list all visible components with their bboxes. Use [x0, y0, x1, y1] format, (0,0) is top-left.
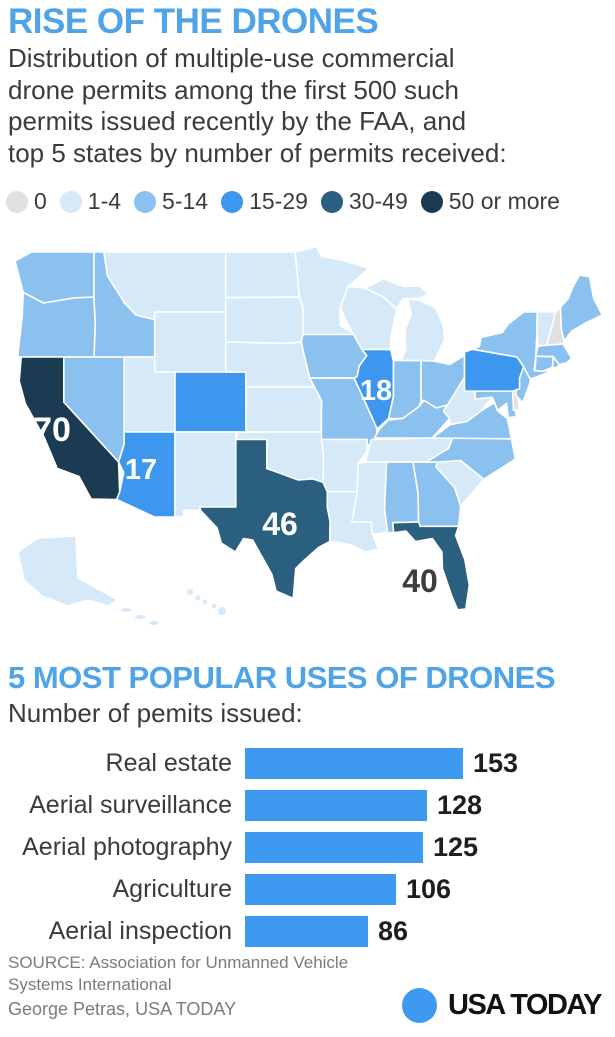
map-value-label-az: 17 [125, 454, 157, 486]
legend-swatch-icon [320, 190, 343, 213]
map-legend: 0 1-4 5-14 15-29 30-49 50 or more [6, 188, 560, 215]
permit-uses-bar-chart: Real estate 153 Aerial surveillance 128 Aeri… [0, 748, 615, 958]
state-nm [174, 431, 238, 518]
map-value-label-il: 18 [360, 375, 392, 407]
bar-rect [245, 748, 463, 779]
state-nd [224, 251, 301, 299]
page-title: RISE OF THE DRONES [8, 2, 379, 41]
bar-category-label: Real estate [105, 749, 232, 777]
legend-item-5-14: 5-14 [134, 188, 208, 215]
state-ny [471, 311, 553, 380]
usatoday-circle-icon [402, 988, 437, 1023]
legend-label: 50 or more [448, 188, 560, 214]
map-value-label-tx: 46 [262, 506, 298, 542]
legend-label: 30-49 [348, 188, 408, 214]
state-tx [199, 438, 331, 600]
source-text: SOURCE: Association for Unmanned Vehicle… [8, 953, 349, 994]
legend-swatch-icon [134, 190, 157, 213]
legend-label: 15-29 [249, 188, 308, 214]
state-hi-island [195, 595, 201, 601]
bar-value-label: 86 [378, 916, 409, 946]
legend-item-15-29: 15-29 [221, 188, 308, 215]
legend-item-50-or-more: 50 or more [420, 188, 560, 215]
legend-item-30-49: 30-49 [320, 188, 408, 215]
state-me [559, 274, 604, 342]
legend-label: 0 [34, 188, 47, 214]
state-fl [391, 521, 471, 611]
bar-rect [245, 874, 396, 905]
bar-row: Aerial inspection 86 [0, 916, 615, 947]
state-hi-island [211, 603, 217, 609]
bar-value-label: 128 [437, 790, 483, 820]
legend-swatch-icon [59, 190, 82, 213]
state-or [16, 291, 97, 358]
bar-rect [245, 790, 427, 821]
legend-swatch-icon [221, 190, 244, 213]
legend-swatch-icon [6, 190, 28, 213]
us-map-svg: 70 46 40 18 17 [14, 245, 604, 625]
state-wy [153, 311, 227, 373]
bar-category-label: Agriculture [112, 875, 233, 903]
state-ak-aleutian-island [121, 608, 131, 612]
page-subtitle: Distribution of multiple-use commercial … [8, 43, 507, 168]
state-wi [339, 285, 398, 351]
us-choropleth-map: 70 46 40 18 17 [8, 240, 608, 664]
bar-section-title: 5 MOST POPULAR USES OF DRONES [8, 660, 556, 695]
state-mi [400, 297, 446, 362]
map-value-label-fl: 40 [402, 563, 438, 599]
bar-category-label: Aerial surveillance [29, 791, 232, 819]
legend-swatch-icon [420, 190, 443, 213]
state-sd [224, 296, 304, 345]
state-hi-island [218, 607, 226, 615]
state-ak [17, 535, 119, 607]
state-hi-island [187, 589, 193, 595]
usatoday-logo-text: USA TODAY [448, 989, 603, 1021]
bar-rect [245, 832, 423, 863]
state-hi-island [203, 600, 207, 604]
bar-rect [245, 916, 368, 947]
bar-category-label: Aerial inspection [48, 917, 232, 945]
state-nc [425, 437, 517, 480]
legend-item-0: 0 [6, 188, 47, 215]
bar-value-label: 153 [473, 748, 519, 778]
state-ky [373, 399, 451, 439]
byline-text: George Petras, USA TODAY [8, 999, 237, 1019]
bar-row: Real estate 153 [0, 748, 615, 779]
state-ct [533, 355, 554, 373]
bar-value-label: 106 [406, 874, 452, 904]
state-ak-aleutian-island [135, 615, 145, 619]
bar-row: Agriculture 106 [0, 874, 615, 905]
bar-category-label: Aerial photography [22, 833, 232, 861]
state-ks [245, 386, 323, 433]
bar-row: Aerial photography 125 [0, 832, 615, 863]
legend-label: 1-4 [87, 188, 122, 214]
state-mi [363, 278, 429, 310]
state-co [174, 371, 247, 433]
bar-value-label: 125 [433, 832, 479, 862]
legend-label: 5-14 [162, 188, 209, 214]
state-il [353, 348, 395, 430]
bar-section-subtitle: Number of pemits issued: [8, 698, 303, 728]
state-ak-aleutian-island [149, 621, 159, 625]
usatoday-logo: USA TODAY [402, 988, 603, 1023]
state-ri [551, 355, 560, 369]
bar-row: Aerial surveillance 128 [0, 790, 615, 821]
legend-item-1-4: 1-4 [59, 188, 122, 215]
map-value-label-ca: 70 [33, 411, 71, 449]
